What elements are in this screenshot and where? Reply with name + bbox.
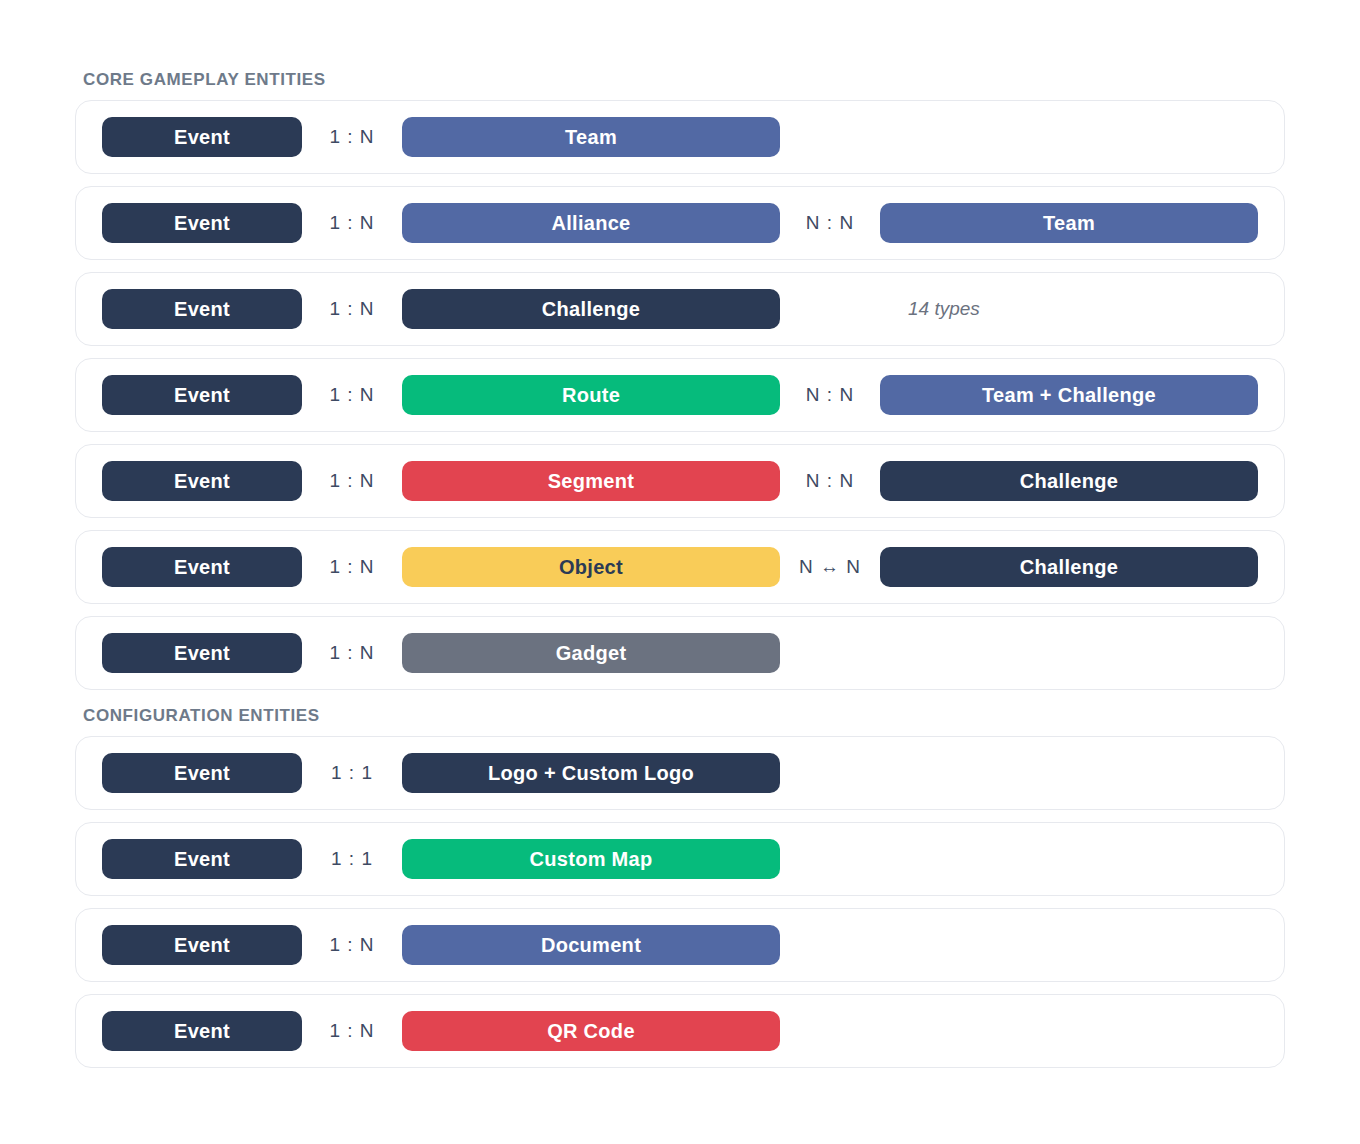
- cardinality-label-nn: N : N: [780, 384, 880, 406]
- entity-pill-logo-custom-logo: Logo + Custom Logo: [402, 753, 780, 793]
- cardinality-label-1n: 1 : N: [302, 126, 402, 148]
- cardinality-label-1n: 1 : N: [302, 556, 402, 578]
- entity-relationship-diagram: CORE GAMEPLAY ENTITIES Event 1 : N Team …: [0, 0, 1360, 1144]
- cardinality-label-1n: 1 : N: [302, 1020, 402, 1042]
- entity-pill-event: Event: [102, 1011, 302, 1051]
- entity-pill-event: Event: [102, 117, 302, 157]
- entity-pill-event: Event: [102, 375, 302, 415]
- entity-pill-route: Route: [402, 375, 780, 415]
- relation-row-event-custom-map: Event 1 : 1 Custom Map: [75, 822, 1285, 896]
- cardinality-label-1n: 1 : N: [302, 470, 402, 492]
- relation-row-event-document: Event 1 : N Document: [75, 908, 1285, 982]
- section-title-core-gameplay: CORE GAMEPLAY ENTITIES: [83, 70, 1360, 90]
- relation-row-event-team: Event 1 : N Team: [75, 100, 1285, 174]
- entity-pill-object: Object: [402, 547, 780, 587]
- entity-pill-alliance: Alliance: [402, 203, 780, 243]
- entity-pill-custom-map: Custom Map: [402, 839, 780, 879]
- entity-pill-challenge: Challenge: [880, 461, 1258, 501]
- entity-pill-qr-code: QR Code: [402, 1011, 780, 1051]
- relation-row-event-route: Event 1 : N Route N : N Team + Challenge: [75, 358, 1285, 432]
- relation-row-event-alliance-team: Event 1 : N Alliance N : N Team: [75, 186, 1285, 260]
- relation-row-event-logo: Event 1 : 1 Logo + Custom Logo: [75, 736, 1285, 810]
- entity-pill-event: Event: [102, 203, 302, 243]
- cardinality-label-nn: N : N: [780, 470, 880, 492]
- entity-pill-event: Event: [102, 753, 302, 793]
- relation-row-event-segment: Event 1 : N Segment N : N Challenge: [75, 444, 1285, 518]
- relation-row-event-object: Event 1 : N Object N ↔ N Challenge: [75, 530, 1285, 604]
- cardinality-label-1n: 1 : N: [302, 298, 402, 320]
- entity-pill-challenge: Challenge: [880, 547, 1258, 587]
- section-configuration: CONFIGURATION ENTITIES Event 1 : 1 Logo …: [75, 706, 1360, 1068]
- cardinality-label-11: 1 : 1: [302, 762, 402, 784]
- relation-row-event-gadget: Event 1 : N Gadget: [75, 616, 1285, 690]
- cardinality-label-1n: 1 : N: [302, 384, 402, 406]
- entity-pill-segment: Segment: [402, 461, 780, 501]
- cardinality-label-1n: 1 : N: [302, 212, 402, 234]
- entity-pill-team: Team: [880, 203, 1258, 243]
- entity-pill-team: Team: [402, 117, 780, 157]
- cardinality-label-11: 1 : 1: [302, 848, 402, 870]
- section-core-gameplay: CORE GAMEPLAY ENTITIES Event 1 : N Team …: [75, 70, 1360, 690]
- entity-pill-team-challenge: Team + Challenge: [880, 375, 1258, 415]
- entity-pill-event: Event: [102, 289, 302, 329]
- cardinality-label-1n: 1 : N: [302, 934, 402, 956]
- section-title-configuration: CONFIGURATION ENTITIES: [83, 706, 1360, 726]
- challenge-types-note: 14 types: [908, 298, 980, 320]
- cardinality-label-n-bidirectional-n: N ↔ N: [780, 556, 880, 578]
- entity-pill-event: Event: [102, 461, 302, 501]
- entity-pill-document: Document: [402, 925, 780, 965]
- cardinality-label-1n: 1 : N: [302, 642, 402, 664]
- entity-pill-event: Event: [102, 839, 302, 879]
- entity-pill-event: Event: [102, 633, 302, 673]
- relation-row-event-challenge: Event 1 : N Challenge 14 types: [75, 272, 1285, 346]
- entity-pill-challenge: Challenge: [402, 289, 780, 329]
- relation-row-event-qr-code: Event 1 : N QR Code: [75, 994, 1285, 1068]
- entity-pill-event: Event: [102, 547, 302, 587]
- entity-pill-event: Event: [102, 925, 302, 965]
- entity-pill-gadget: Gadget: [402, 633, 780, 673]
- cardinality-label-nn: N : N: [780, 212, 880, 234]
